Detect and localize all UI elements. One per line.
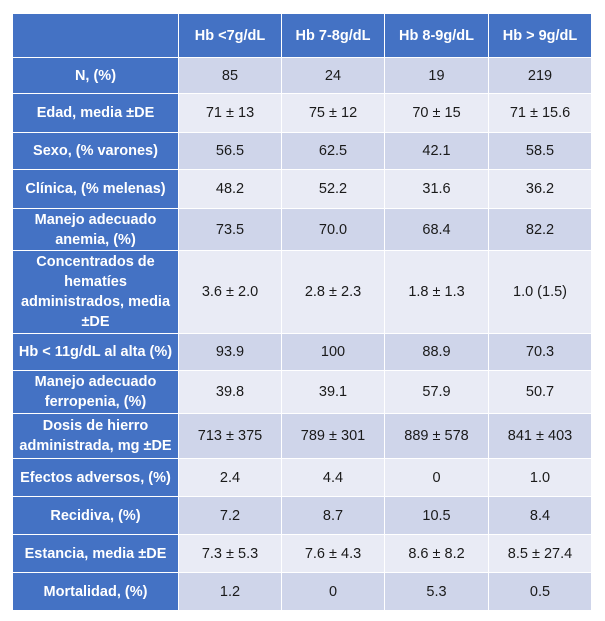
table-cell: 88.9	[384, 333, 489, 371]
row-label: Mortalidad, (%)	[12, 572, 179, 611]
table-cell: 7.3 ± 5.3	[178, 534, 282, 573]
table-cell: 50.7	[488, 370, 592, 414]
table-cell: 56.5	[178, 132, 282, 170]
table-row: Sexo, (% varones) 56.5 62.5 42.1 58.5	[12, 132, 592, 170]
table-row: Mortalidad, (%) 1.2 0 5.3 0.5	[12, 572, 592, 611]
table-cell: 2.8 ± 2.3	[281, 250, 385, 334]
header-cell-empty	[12, 13, 179, 58]
row-label: Clínica, (% melenas)	[12, 169, 179, 209]
table-cell: 93.9	[178, 333, 282, 371]
table-cell: 5.3	[384, 572, 489, 611]
table-cell: 24	[281, 57, 385, 94]
table-cell: 0.5	[488, 572, 592, 611]
table-cell: 1.0	[488, 458, 592, 497]
table-row: Concentrados de hematíes administrados, …	[12, 250, 592, 334]
table-row: Manejo adecuado anemia, (%) 73.5 70.0 68…	[12, 208, 592, 251]
row-label: Manejo adecuado ferropenia, (%)	[12, 370, 179, 414]
table-row: Hb < 11g/dL al alta (%) 93.9 100 88.9 70…	[12, 333, 592, 371]
table-cell: 889 ± 578	[384, 413, 489, 459]
table-row: Estancia, media ±DE 7.3 ± 5.3 7.6 ± 4.3 …	[12, 534, 592, 573]
row-label: Hb < 11g/dL al alta (%)	[12, 333, 179, 371]
table-cell: 39.8	[178, 370, 282, 414]
table-cell: 39.1	[281, 370, 385, 414]
table-cell: 7.6 ± 4.3	[281, 534, 385, 573]
table-cell: 36.2	[488, 169, 592, 209]
table-cell: 0	[384, 458, 489, 497]
row-label: Sexo, (% varones)	[12, 132, 179, 170]
header-cell-hb-lt7: Hb <7g/dL	[178, 13, 282, 58]
table-cell: 789 ± 301	[281, 413, 385, 459]
table-cell: 1.0 (1.5)	[488, 250, 592, 334]
data-table-container: Hb <7g/dL Hb 7-8g/dL Hb 8-9g/dL Hb > 9g/…	[12, 13, 592, 616]
table-cell: 100	[281, 333, 385, 371]
table-cell: 70.0	[281, 208, 385, 251]
table-cell: 75 ± 12	[281, 93, 385, 133]
header-cell-hb-7-8: Hb 7-8g/dL	[281, 13, 385, 58]
table-cell: 42.1	[384, 132, 489, 170]
row-label: Dosis de hierro administrada, mg ±DE	[12, 413, 179, 459]
table-row: Dosis de hierro administrada, mg ±DE 713…	[12, 413, 592, 459]
results-table: Hb <7g/dL Hb 7-8g/dL Hb 8-9g/dL Hb > 9g/…	[12, 13, 592, 611]
table-cell: 8.7	[281, 496, 385, 535]
table-row: Clínica, (% melenas) 48.2 52.2 31.6 36.2	[12, 169, 592, 209]
table-cell: 1.2	[178, 572, 282, 611]
header-row: Hb <7g/dL Hb 7-8g/dL Hb 8-9g/dL Hb > 9g/…	[12, 13, 592, 58]
table-cell: 7.2	[178, 496, 282, 535]
table-cell: 62.5	[281, 132, 385, 170]
table-cell: 3.6 ± 2.0	[178, 250, 282, 334]
row-label: Estancia, media ±DE	[12, 534, 179, 573]
table-cell: 31.6	[384, 169, 489, 209]
table-cell: 70.3	[488, 333, 592, 371]
table-row: N, (%) 85 24 19 219	[12, 57, 592, 94]
table-cell: 841 ± 403	[488, 413, 592, 459]
table-cell: 70 ± 15	[384, 93, 489, 133]
table-cell: 71 ± 13	[178, 93, 282, 133]
table-row: Manejo adecuado ferropenia, (%) 39.8 39.…	[12, 370, 592, 414]
row-label: Concentrados de hematíes administrados, …	[12, 250, 179, 334]
table-cell: 8.4	[488, 496, 592, 535]
table-cell: 85	[178, 57, 282, 94]
table-row: Edad, media ±DE 71 ± 13 75 ± 12 70 ± 15 …	[12, 93, 592, 133]
table-cell: 19	[384, 57, 489, 94]
table-cell: 82.2	[488, 208, 592, 251]
table-cell: 8.5 ± 27.4	[488, 534, 592, 573]
row-label: Recidiva, (%)	[12, 496, 179, 535]
table-row: Recidiva, (%) 7.2 8.7 10.5 8.4	[12, 496, 592, 535]
table-cell: 0	[281, 572, 385, 611]
table-cell: 4.4	[281, 458, 385, 497]
table-cell: 219	[488, 57, 592, 94]
row-label: Manejo adecuado anemia, (%)	[12, 208, 179, 251]
table-cell: 10.5	[384, 496, 489, 535]
table-cell: 71 ± 15.6	[488, 93, 592, 133]
row-label: Edad, media ±DE	[12, 93, 179, 133]
row-label: N, (%)	[12, 57, 179, 94]
table-cell: 8.6 ± 8.2	[384, 534, 489, 573]
table-cell: 1.8 ± 1.3	[384, 250, 489, 334]
header-cell-hb-gt9: Hb > 9g/dL	[488, 13, 592, 58]
table-cell: 52.2	[281, 169, 385, 209]
table-row: Efectos adversos, (%) 2.4 4.4 0 1.0	[12, 458, 592, 497]
table-cell: 73.5	[178, 208, 282, 251]
table-cell: 58.5	[488, 132, 592, 170]
table-cell: 57.9	[384, 370, 489, 414]
table-cell: 713 ± 375	[178, 413, 282, 459]
table-cell: 2.4	[178, 458, 282, 497]
table-cell: 68.4	[384, 208, 489, 251]
header-cell-hb-8-9: Hb 8-9g/dL	[384, 13, 489, 58]
row-label: Efectos adversos, (%)	[12, 458, 179, 497]
table-cell: 48.2	[178, 169, 282, 209]
